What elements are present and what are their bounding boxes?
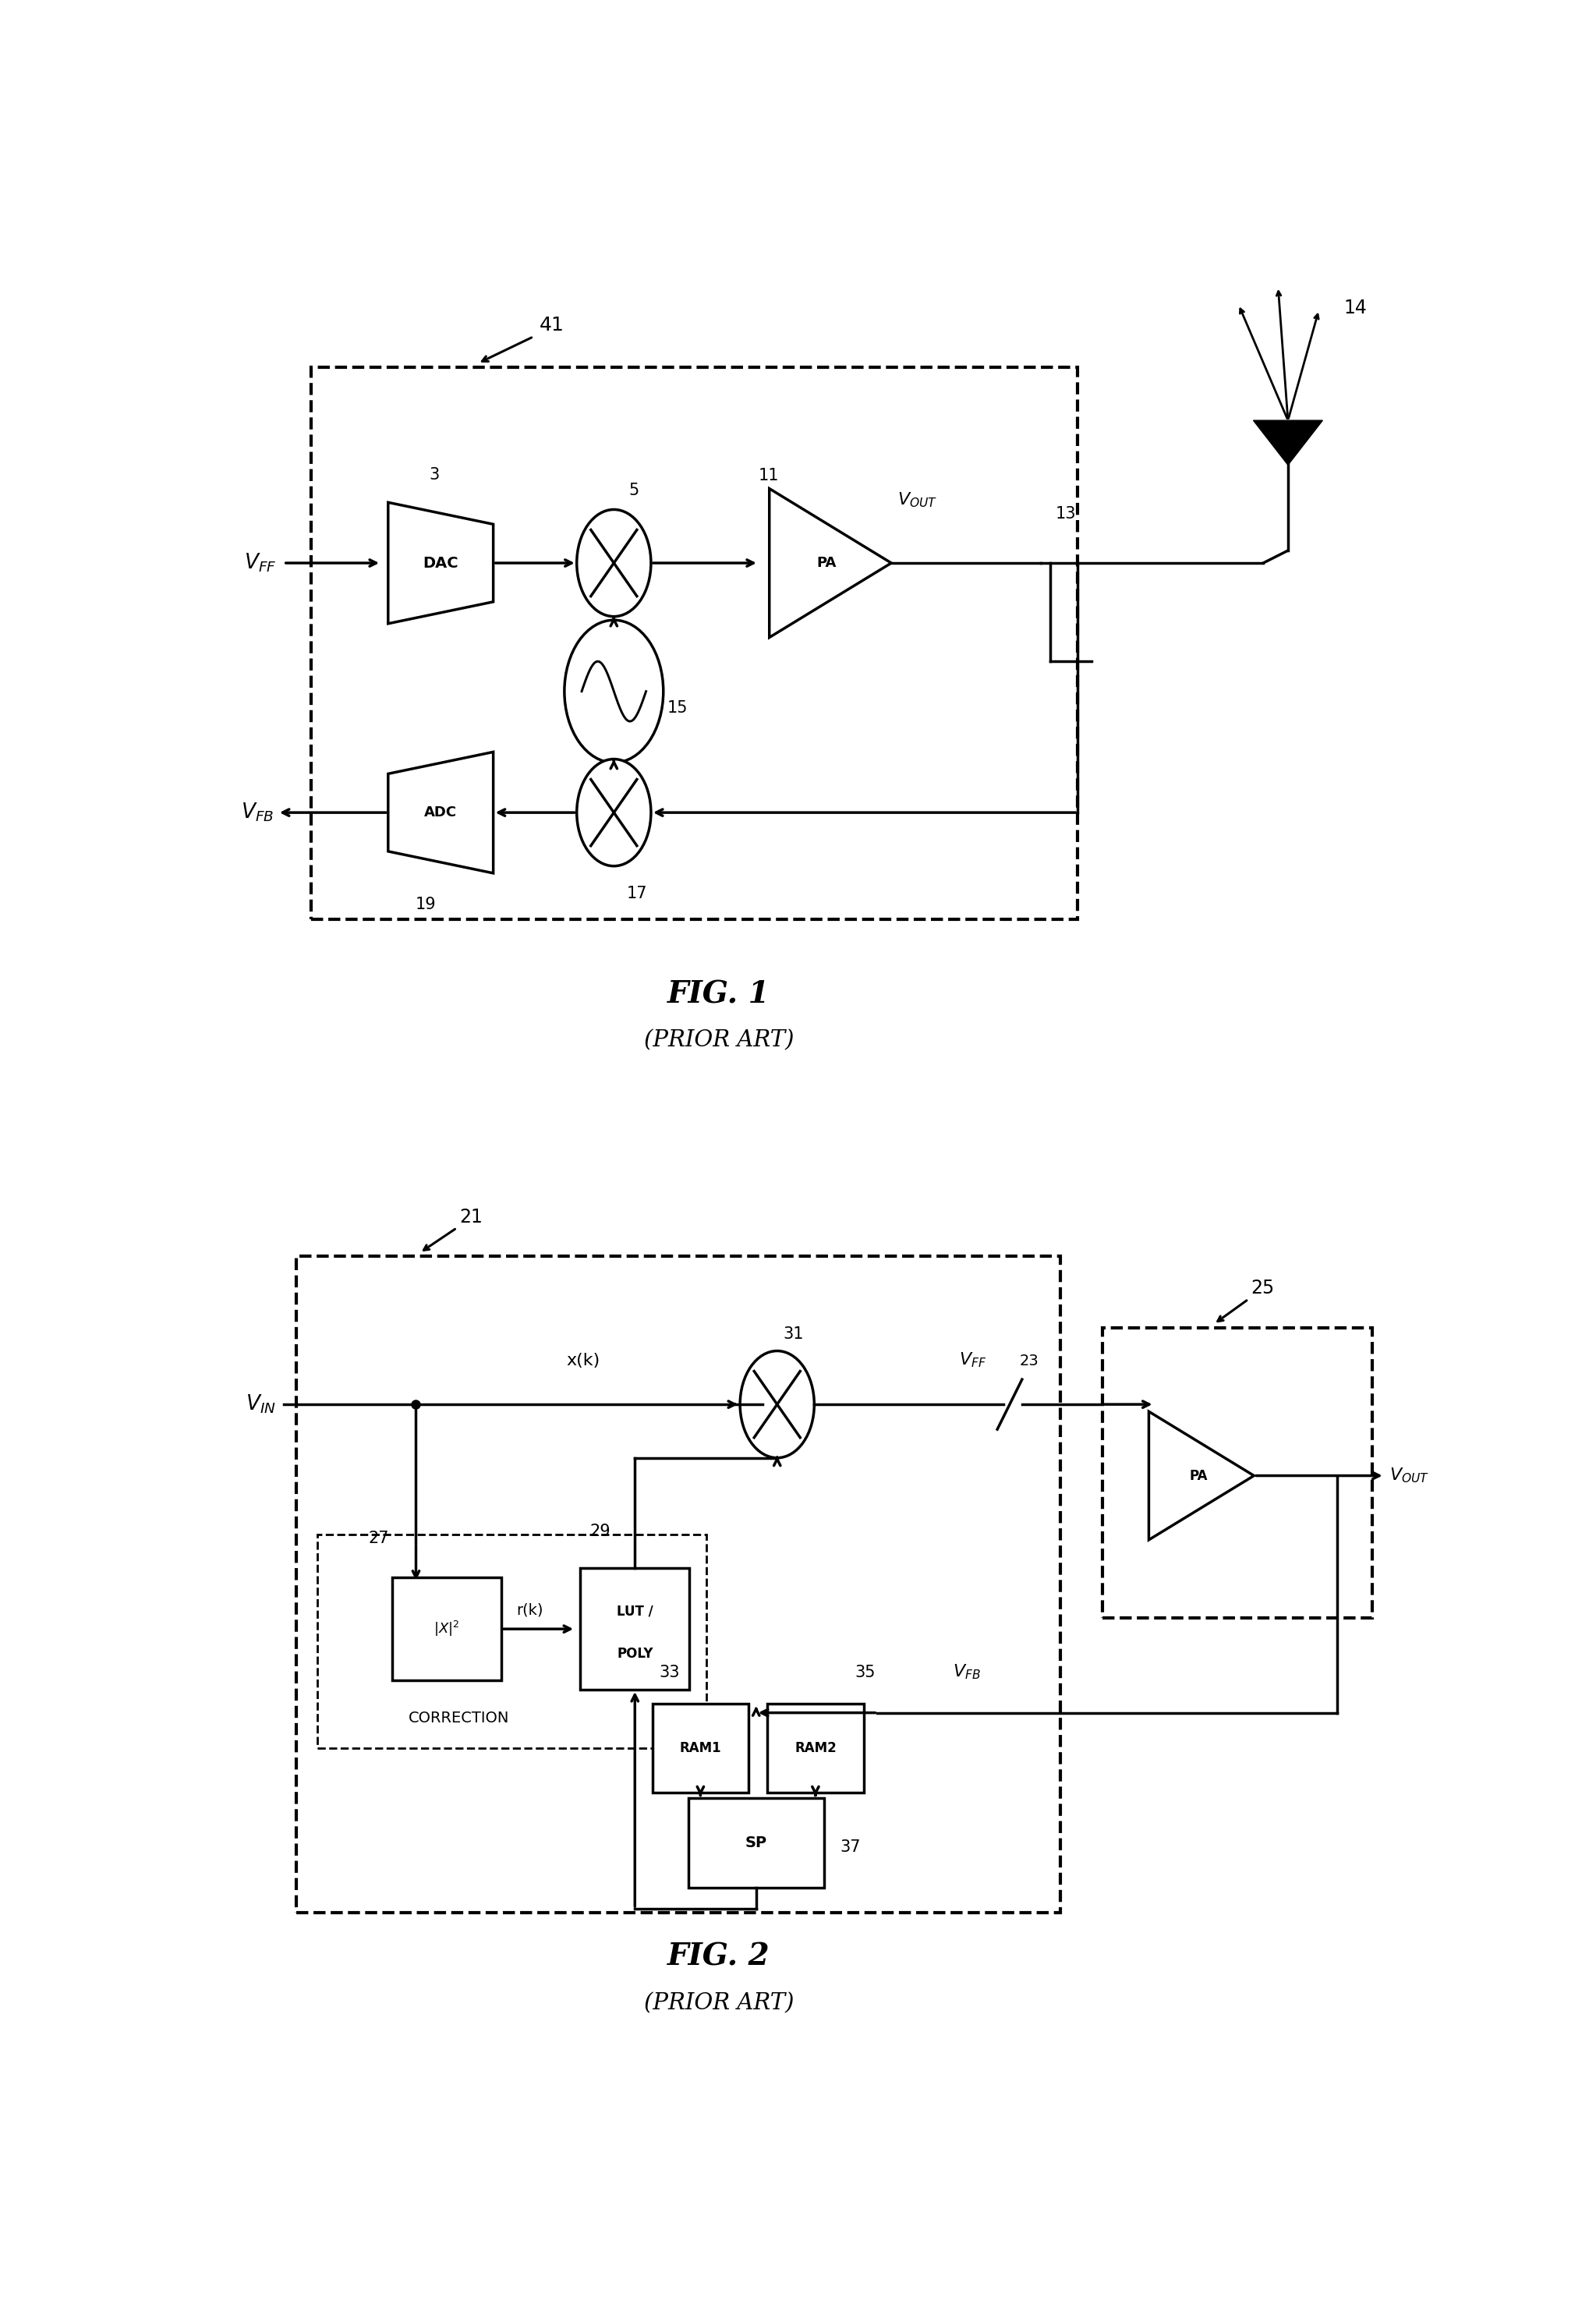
Text: 17: 17 <box>626 887 646 901</box>
Circle shape <box>565 620 664 762</box>
Polygon shape <box>388 502 493 623</box>
Text: $|X|^2$: $|X|^2$ <box>434 1620 460 1639</box>
Text: $V_{FB}$: $V_{FB}$ <box>241 801 275 824</box>
Bar <box>393 1577 501 1681</box>
Text: 35: 35 <box>855 1664 876 1681</box>
Circle shape <box>576 759 651 866</box>
Text: PA: PA <box>1189 1468 1208 1482</box>
Text: 31: 31 <box>784 1326 804 1340</box>
Polygon shape <box>1253 421 1323 465</box>
Text: 3: 3 <box>429 468 439 482</box>
Text: 14: 14 <box>1344 299 1366 317</box>
Bar <box>768 1704 863 1794</box>
Text: ADC: ADC <box>425 806 456 820</box>
Text: RAM1: RAM1 <box>680 1741 721 1755</box>
Text: DAC: DAC <box>423 556 458 569</box>
Bar <box>653 1704 749 1794</box>
Text: 33: 33 <box>659 1664 680 1681</box>
Text: 19: 19 <box>415 896 436 912</box>
Bar <box>318 1535 707 1748</box>
Polygon shape <box>1149 1412 1254 1539</box>
Text: 37: 37 <box>839 1840 860 1854</box>
Text: x(k): x(k) <box>567 1352 600 1368</box>
Text: r(k): r(k) <box>516 1602 543 1618</box>
Text: 29: 29 <box>591 1523 611 1539</box>
Text: 27: 27 <box>369 1530 389 1546</box>
Text: SP: SP <box>745 1836 768 1850</box>
Text: LUT /: LUT / <box>616 1604 653 1618</box>
Text: 5: 5 <box>629 484 638 498</box>
Text: (PRIOR ART): (PRIOR ART) <box>643 1030 795 1051</box>
Text: 15: 15 <box>667 699 688 715</box>
Bar <box>688 1799 824 1887</box>
Text: $V_{FB}$: $V_{FB}$ <box>953 1662 980 1681</box>
Bar <box>1103 1329 1373 1618</box>
Text: $V_{FF}$: $V_{FF}$ <box>959 1352 986 1370</box>
Text: RAM2: RAM2 <box>795 1741 836 1755</box>
Text: $V_{IN}$: $V_{IN}$ <box>246 1394 276 1414</box>
Text: $V_{OUT}$: $V_{OUT}$ <box>897 491 937 509</box>
Text: 11: 11 <box>758 468 779 484</box>
Text: (PRIOR ART): (PRIOR ART) <box>643 1993 795 2014</box>
Circle shape <box>741 1352 814 1458</box>
Text: FIG. 1: FIG. 1 <box>667 979 771 1009</box>
Circle shape <box>576 509 651 616</box>
Text: $V_{FF}$: $V_{FF}$ <box>244 551 276 574</box>
Bar <box>581 1567 689 1690</box>
Text: 23: 23 <box>1020 1354 1039 1368</box>
Text: 25: 25 <box>1251 1278 1275 1296</box>
Polygon shape <box>769 488 891 637</box>
Text: 41: 41 <box>539 317 565 336</box>
Text: FIG. 2: FIG. 2 <box>667 1942 771 1972</box>
Text: $V_{OUT}$: $V_{OUT}$ <box>1390 1465 1430 1484</box>
Polygon shape <box>388 752 493 873</box>
Bar <box>295 1257 1060 1912</box>
Text: PA: PA <box>817 556 836 569</box>
Text: CORRECTION: CORRECTION <box>409 1711 509 1725</box>
Bar <box>311 368 1077 919</box>
Text: 13: 13 <box>1055 507 1076 521</box>
Text: POLY: POLY <box>616 1646 653 1660</box>
Text: 21: 21 <box>460 1208 482 1227</box>
